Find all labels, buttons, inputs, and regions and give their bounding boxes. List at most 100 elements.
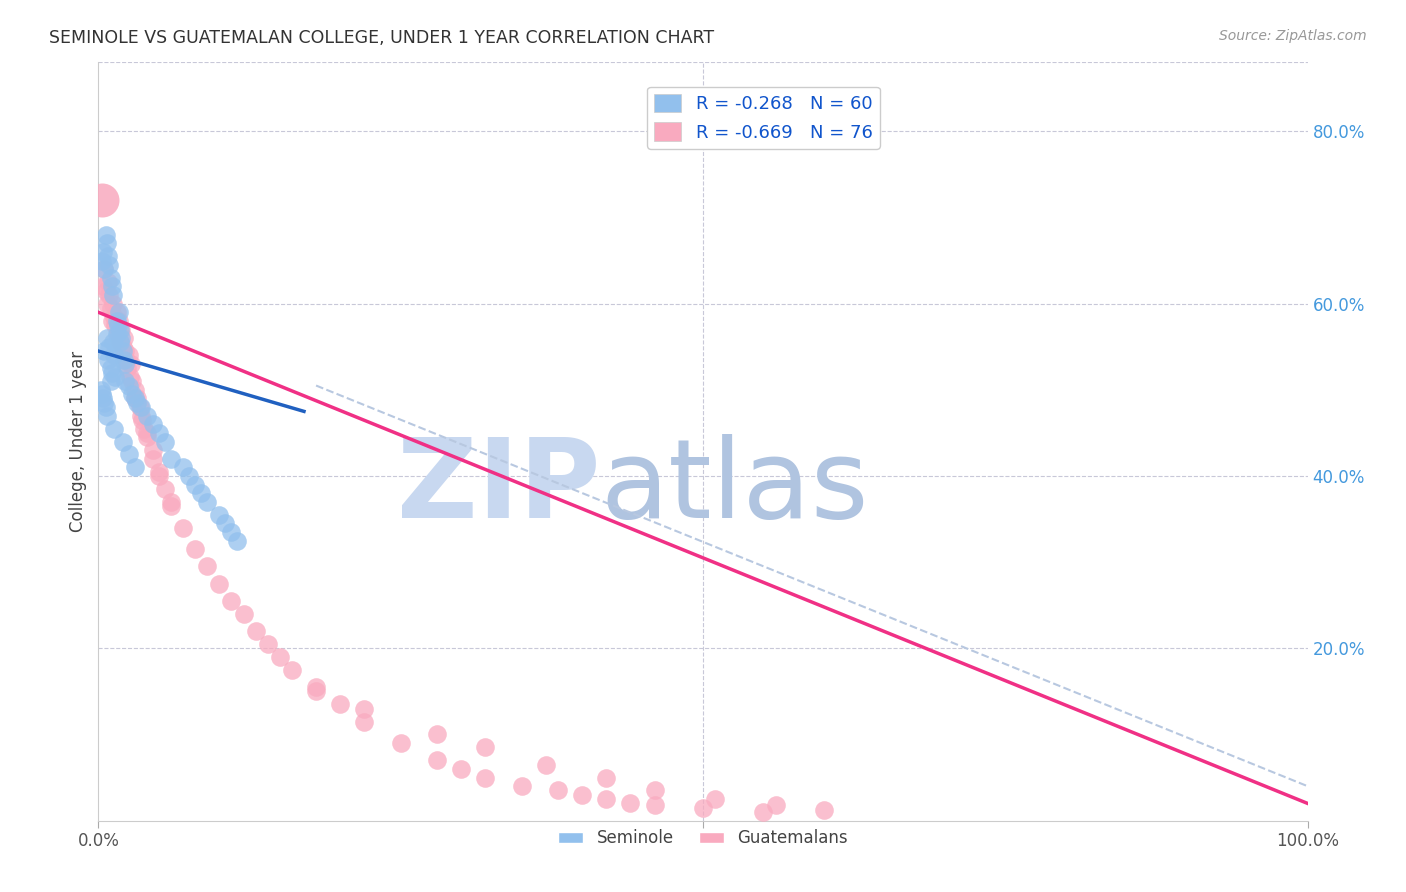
Point (98, 258, 121, 272)
Point (226, 533, 249, 548)
Point (111, 340, 134, 354)
Point (100, 279, 122, 293)
Point (305, 684, 328, 698)
Point (121, 374, 143, 388)
Point (127, 396, 149, 410)
Point (112, 331, 135, 345)
Point (619, 797, 641, 811)
Point (100, 314, 122, 328)
Point (153, 434, 176, 449)
Point (195, 495, 218, 509)
Point (118, 370, 141, 384)
Point (172, 460, 194, 475)
Point (96, 409, 118, 423)
Point (208, 508, 231, 522)
Point (160, 451, 183, 466)
Point (96, 236, 118, 251)
Point (134, 422, 156, 436)
Point (111, 344, 134, 359)
Point (148, 465, 170, 479)
Point (97, 275, 120, 289)
Point (108, 335, 131, 350)
Point (160, 495, 183, 509)
Point (128, 400, 150, 414)
Point (510, 779, 533, 793)
Point (131, 413, 153, 427)
Point (114, 357, 136, 371)
Point (245, 624, 267, 639)
Point (117, 361, 139, 376)
Point (474, 771, 496, 785)
Point (103, 348, 125, 362)
Point (752, 805, 775, 819)
Point (100, 270, 122, 285)
Point (108, 314, 131, 328)
Point (547, 783, 569, 797)
Point (221, 594, 243, 608)
Point (121, 387, 143, 401)
Point (765, 798, 787, 813)
Point (107, 326, 129, 341)
Point (94, 284, 117, 298)
Point (91, 253, 114, 268)
Point (426, 727, 449, 741)
Point (100, 301, 122, 315)
Point (353, 701, 375, 715)
Point (112, 352, 135, 367)
Point (148, 425, 170, 440)
Text: SEMINOLE VS GUATEMALAN COLLEGE, UNDER 1 YEAR CORRELATION CHART: SEMINOLE VS GUATEMALAN COLLEGE, UNDER 1 … (49, 29, 714, 46)
Point (571, 788, 593, 802)
Point (101, 296, 124, 310)
Legend: Seminole, Guatemalans: Seminole, Guatemalans (551, 822, 855, 854)
Point (96, 331, 118, 345)
Point (91, 279, 114, 293)
Point (184, 542, 207, 557)
Point (100, 366, 122, 380)
Point (644, 783, 666, 797)
Point (108, 305, 131, 319)
Point (110, 331, 132, 345)
Point (93, 396, 115, 410)
Point (281, 663, 304, 677)
Point (353, 714, 375, 729)
Point (91, 244, 114, 259)
Point (118, 378, 141, 392)
Point (124, 392, 146, 406)
Point (94, 400, 117, 414)
Point (111, 434, 134, 449)
Point (107, 318, 129, 333)
Point (172, 521, 194, 535)
Point (94, 227, 117, 242)
Point (142, 451, 165, 466)
Point (103, 422, 125, 436)
Point (93, 262, 115, 277)
Point (534, 757, 557, 772)
Point (97, 352, 120, 367)
Point (104, 318, 127, 333)
Point (214, 516, 236, 531)
Text: atlas: atlas (600, 434, 869, 541)
Point (142, 443, 165, 458)
Text: ZIP: ZIP (396, 434, 600, 541)
Point (103, 310, 125, 324)
Point (96, 296, 118, 310)
Point (232, 607, 254, 621)
Point (221, 524, 243, 539)
Point (269, 649, 291, 664)
Point (124, 383, 146, 397)
Point (135, 409, 157, 423)
Point (692, 801, 714, 815)
Point (124, 392, 146, 406)
Point (101, 335, 124, 350)
Point (135, 430, 157, 444)
Point (127, 392, 149, 406)
Point (305, 680, 328, 694)
Point (108, 322, 131, 336)
Point (98, 288, 121, 302)
Point (91, 387, 114, 401)
Point (135, 425, 157, 440)
Point (195, 559, 218, 574)
Point (595, 792, 617, 806)
Y-axis label: College, Under 1 year: College, Under 1 year (69, 351, 87, 533)
Point (179, 469, 201, 483)
